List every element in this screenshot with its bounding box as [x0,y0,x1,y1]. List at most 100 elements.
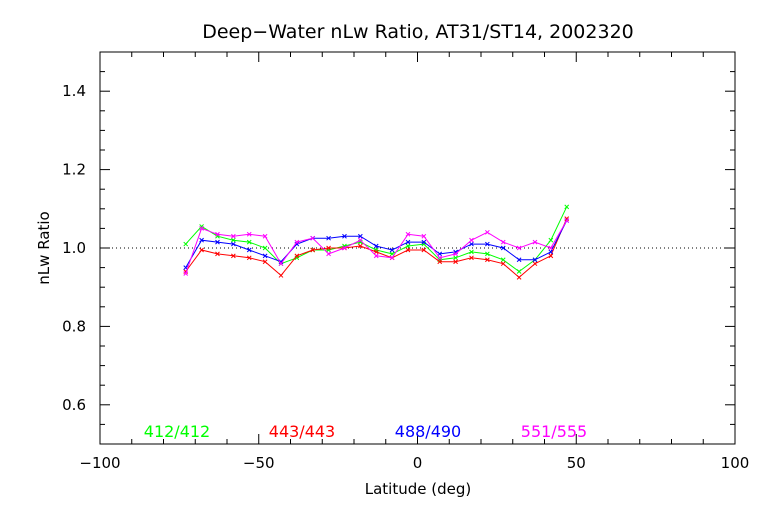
data-point [230,241,236,247]
data-point [548,245,554,251]
data-point [516,257,522,263]
series-layer [183,204,570,280]
data-point [357,243,363,249]
data-point [342,233,347,239]
data-point [389,255,395,261]
data-point [453,259,458,265]
data-point [516,269,522,274]
legend-entry: 412/412 [144,422,210,441]
data-point [199,237,204,243]
data-point [357,233,363,239]
data-point [183,271,189,276]
data-point [405,231,411,237]
data-point [199,247,204,253]
data-point [326,235,331,241]
data-point [262,245,268,251]
data-point [262,259,268,265]
data-point [564,204,570,210]
data-point [262,233,268,239]
x-axis-label: Latitude (deg) [365,480,471,498]
data-point [278,261,284,267]
y-tick-label: 1.2 [62,161,86,179]
y-tick-label: 0.6 [62,396,86,414]
data-point [484,251,490,257]
data-point [357,237,363,243]
x-tick-label: −100 [79,454,120,472]
data-point [469,255,474,261]
data-point [215,251,220,257]
data-point [215,239,220,245]
data-point [421,233,427,239]
series-line [185,206,568,273]
y-tick-label: 0.8 [62,317,86,335]
data-point [373,253,379,259]
data-point [405,239,411,245]
data-point [310,247,316,253]
x-tick-label: −50 [243,454,275,472]
data-point [230,233,236,239]
x-tick-label: 50 [567,454,586,472]
data-point [246,231,252,237]
data-point [564,218,570,223]
y-tick-label: 1.0 [62,239,86,257]
data-point [230,253,236,259]
data-point [326,251,331,257]
data-point [484,229,490,235]
data-point [484,257,490,263]
data-point [532,261,538,267]
series-line [185,220,568,274]
data-point [199,226,204,231]
data-point [453,255,458,261]
y-axis-label: nLw Ratio [35,211,53,284]
axes: −100 −50 0 50 100 0.6 0.8 1.0 1.2 1.4 [62,51,750,472]
data-point [389,247,395,253]
legend-entry: 443/443 [269,422,335,441]
data-point [421,239,427,245]
plot-frame [99,51,736,445]
data-point [373,249,379,255]
x-tick-label: 100 [721,454,750,472]
data-point [500,239,506,245]
data-point [516,275,522,280]
data-point [326,245,331,251]
data-point [215,231,220,237]
chart-title: Deep−Water nLw Ratio, AT31/ST14, 2002320 [202,21,634,43]
series-3 [183,218,570,270]
legend-entry: 551/555 [521,422,587,441]
y-tick-label: 1.4 [62,82,86,100]
data-point [294,239,300,245]
data-point [469,237,474,243]
data-point [294,253,300,259]
data-point [516,245,522,251]
legend: 412/412 443/443 488/490 551/555 [144,422,587,441]
data-point [500,261,506,267]
data-point [437,255,443,261]
series-1 [183,204,570,274]
legend-entry: 488/490 [395,422,461,441]
data-point [246,247,252,253]
data-point [469,241,474,247]
data-point [373,243,379,249]
data-point [437,259,443,265]
data-point [405,247,411,253]
data-point [230,237,236,243]
data-point [500,257,506,263]
data-point [548,253,554,259]
data-point [484,241,490,247]
data-point [405,243,411,249]
data-point [548,249,554,255]
data-point [278,273,284,278]
data-point [310,235,316,241]
data-point [548,237,554,243]
data-point [453,251,458,257]
data-point [262,253,268,259]
data-point [532,239,538,245]
data-point [421,247,427,253]
data-point [246,239,252,245]
data-point [532,257,538,263]
data-point [469,249,474,255]
data-point [500,245,506,251]
x-tick-label: 0 [413,454,423,472]
series-4 [183,218,570,276]
